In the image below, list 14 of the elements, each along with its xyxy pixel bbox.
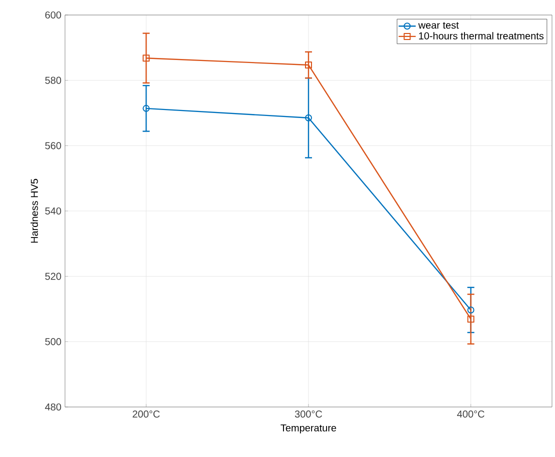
y-tick-label: 600 bbox=[45, 11, 62, 19]
y-tick-label: 540 bbox=[45, 207, 62, 215]
x-tick-label: 300°C bbox=[294, 410, 322, 418]
x-tick-label: 200°C bbox=[132, 410, 160, 418]
y-tick-label: 500 bbox=[45, 338, 62, 346]
legend-label: wear test bbox=[418, 22, 459, 29]
y-tick-label: 520 bbox=[45, 272, 62, 280]
x-axis-title: Temperature bbox=[280, 424, 336, 434]
y-tick-label: 580 bbox=[45, 76, 62, 84]
y-tick-label: 560 bbox=[45, 142, 62, 150]
x-tick-label: 400°C bbox=[457, 410, 484, 418]
y-axis-title: Hardness HV5 bbox=[30, 178, 38, 243]
legend-label: 10-hours thermal treatments bbox=[419, 32, 544, 40]
y-tick-label: 480 bbox=[45, 403, 62, 411]
